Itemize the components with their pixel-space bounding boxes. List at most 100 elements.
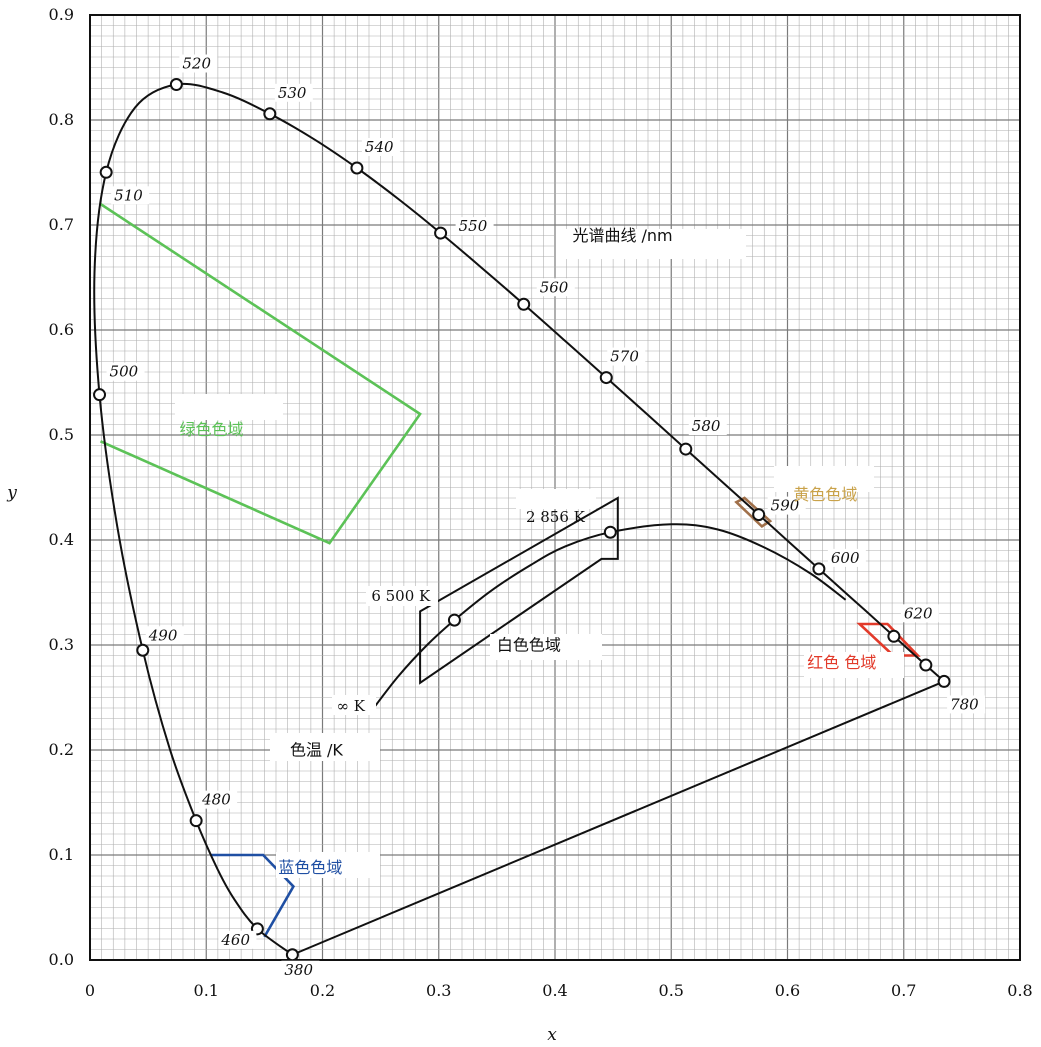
x-tick-label: 0.3 — [426, 981, 451, 1000]
wavelength-marker — [679, 442, 693, 456]
wavelength-label-bg — [767, 496, 806, 515]
wavelength-label: 580 — [692, 417, 721, 435]
gamut-regions — [99, 202, 921, 938]
wavelength-marker — [136, 643, 150, 657]
wavelength-label-bg — [111, 186, 150, 205]
wavelength-label: 520 — [182, 55, 211, 73]
blue-gamut-label: 蓝色色域 — [278, 858, 342, 877]
wavelength-marker — [752, 508, 766, 522]
x-axis-label: x — [547, 1025, 557, 1045]
wavelength-label-bg — [455, 217, 494, 236]
wavelength-label: 620 — [904, 604, 933, 622]
y-tick-label: 0.7 — [49, 215, 74, 234]
wavelength-label-bg — [688, 417, 727, 436]
wavelength-marker — [99, 165, 113, 179]
y-tick-label: 0.4 — [49, 530, 74, 549]
wavelength-label: 480 — [201, 791, 231, 809]
wavelength-label-bg — [145, 626, 184, 645]
yellow-gamut-label: 黄色色域 — [793, 485, 857, 504]
spectral-locus-curve — [93, 82, 945, 956]
wavelength-label-bg — [179, 54, 218, 73]
color-temp-marker — [603, 525, 617, 539]
x-tick-label: 0.5 — [659, 981, 684, 1000]
wavelength-label: 550 — [459, 217, 488, 235]
x-tick-label: 0 — [85, 981, 95, 1000]
yellow-gamut-label-bg — [774, 466, 874, 492]
white-gamut-outline — [419, 496, 619, 685]
grid — [89, 14, 1021, 961]
white-gamut-label: 白色色域 — [497, 635, 561, 654]
temp-infinity-label: ∞ K — [336, 697, 365, 715]
y-tick-label: 0.9 — [49, 5, 74, 24]
wavelength-label: 540 — [365, 138, 394, 156]
spectral-curve-label: 光谱曲线 /nm — [572, 226, 672, 245]
y-tick-label: 0.6 — [49, 320, 74, 339]
wavelength-label: 600 — [831, 549, 860, 567]
temp-6500k-label-bg — [366, 586, 438, 606]
wavelength-label: 490 — [148, 626, 178, 644]
annotation-labels: 380 460 480 490 500 510 520 530 540 550 560 570 580 5… — [106, 54, 986, 979]
wavelength-label-bg — [536, 278, 575, 297]
wavelength-label-bg — [607, 347, 646, 366]
wavelength-label-bg — [218, 930, 257, 949]
red-gamut-outline — [856, 622, 921, 657]
wavelength-label-bg — [106, 362, 145, 381]
green-gamut-label: 绿色色域 — [180, 420, 244, 439]
wavelength-marker — [350, 161, 364, 175]
color-temp-label: 色温 /K — [290, 740, 343, 759]
x-tick-label: 0.2 — [310, 981, 335, 1000]
wavelength-label-bg — [274, 83, 313, 102]
wavelength-marker — [169, 78, 183, 92]
wavelength-label: 460 — [220, 931, 250, 949]
planckian-curve — [368, 523, 847, 715]
wavelength-label-bg — [827, 548, 866, 567]
wavelength-label: 590 — [771, 497, 800, 515]
green-gamut-label-bg — [175, 394, 283, 420]
y-tick-label: 0.0 — [49, 950, 74, 969]
plot-frame — [89, 14, 1021, 961]
wavelength-label: 570 — [610, 348, 639, 366]
temp-2856k-label-bg — [516, 489, 596, 509]
x-tick-label: 0.7 — [891, 981, 916, 1000]
wavelength-marker — [887, 629, 901, 643]
wavelength-marker — [919, 658, 933, 672]
purple-line — [292, 680, 945, 956]
blue-gamut-label-bg — [276, 852, 380, 878]
temp-infinity-label-bg — [332, 695, 376, 715]
wavelength-label: 380 — [284, 961, 313, 979]
wavelength-marker — [937, 674, 951, 688]
x-tick-label: 0.8 — [1007, 981, 1032, 1000]
y-tick-label: 0.1 — [49, 845, 74, 864]
color-temp-label-bg — [270, 733, 380, 761]
temp-6500k-label: 6 500 K — [371, 587, 431, 605]
spectral-curve-label-bg — [556, 229, 746, 259]
wavelength-label-bg — [900, 604, 939, 623]
wavelength-marker — [93, 388, 107, 402]
y-axis-label: y — [6, 483, 17, 503]
y-tick-label: 0.2 — [49, 740, 74, 759]
wavelength-label: 510 — [114, 186, 143, 204]
white-gamut-label-bg — [490, 634, 602, 660]
wavelength-marker — [434, 226, 448, 240]
spectral-locus — [93, 78, 951, 962]
wavelength-label-bg — [947, 695, 986, 714]
wavelength-label: 500 — [110, 363, 139, 381]
wavelength-marker — [599, 371, 613, 385]
wavelength-marker — [189, 814, 203, 828]
wavelength-label: 560 — [540, 278, 569, 296]
y-tick-label: 0.3 — [49, 635, 74, 654]
green-gamut-outline — [99, 202, 422, 545]
wavelength-label-bg — [361, 137, 400, 156]
y-tick-label: 0.8 — [49, 110, 74, 129]
temp-2856k-label: 2 856 K — [526, 508, 586, 526]
planckian-locus — [368, 523, 847, 715]
tick-labels: 0 0.1 0.2 0.3 0.4 0.5 0.6 0.7 0.8 0.0 0.1 0.2 0.3 0.4… — [49, 5, 1033, 1000]
y-tick-label: 0.5 — [49, 425, 74, 444]
wavelength-label: 780 — [950, 695, 979, 713]
red-gamut-label: 红色 色域 — [807, 653, 876, 672]
x-tick-label: 0.4 — [542, 981, 567, 1000]
wavelength-marker — [285, 948, 299, 962]
x-tick-label: 0.6 — [775, 981, 800, 1000]
red-gamut-label-bg — [804, 652, 904, 678]
